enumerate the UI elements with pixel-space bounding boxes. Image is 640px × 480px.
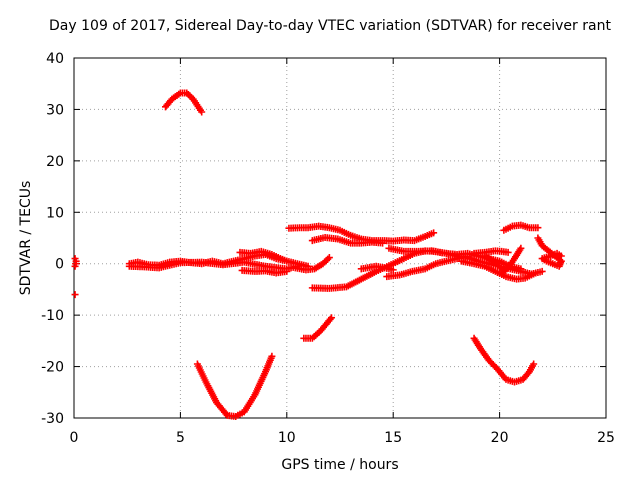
- data-point: [325, 254, 333, 262]
- series-s7: [238, 266, 291, 277]
- series-s6: [236, 247, 291, 265]
- y-tick-label: 40: [46, 51, 64, 67]
- y-axis-label: SDTVAR / TECUs: [18, 180, 34, 296]
- series-s8: [291, 254, 333, 274]
- data-point: [538, 267, 546, 275]
- x-tick-label: 25: [597, 430, 615, 446]
- data-point: [71, 291, 79, 299]
- plot-area-border: [73, 57, 607, 419]
- series-s19: [470, 247, 512, 257]
- tick-labels: 0 5 10 15 20 25 -30 -20 -10 0 10 20 30 40: [41, 51, 615, 446]
- series-s23: [470, 334, 538, 386]
- data-point: [379, 239, 387, 247]
- data-point: [198, 108, 206, 116]
- data-point: [389, 266, 397, 274]
- series-s12: [308, 233, 387, 247]
- data-point: [283, 257, 291, 265]
- series-s2: [71, 291, 79, 299]
- series-s15: [383, 253, 472, 281]
- x-axis-label: GPS time / hours: [281, 457, 399, 473]
- data-point: [283, 267, 291, 275]
- axis-ticks: [73, 57, 607, 419]
- x-tick-label: 5: [176, 430, 185, 446]
- y-tick-label: -10: [41, 308, 64, 324]
- y-tick-label: -30: [41, 411, 64, 427]
- series-s21: [500, 221, 542, 234]
- x-tick-label: 20: [491, 430, 509, 446]
- data-point: [430, 229, 438, 237]
- y-tick-label: 10: [46, 205, 64, 221]
- y-tick-label: 0: [55, 257, 64, 273]
- series-s3: [162, 89, 206, 116]
- x-tick-label: 10: [278, 430, 296, 446]
- data-point: [530, 360, 538, 368]
- series-s1: [71, 255, 80, 270]
- chart-title: Day 109 of 2017, Sidereal Day-to-day VTE…: [49, 18, 611, 34]
- series-s20: [481, 244, 525, 275]
- y-tick-label: 20: [46, 154, 64, 170]
- data-point: [268, 352, 276, 360]
- data-point: [557, 252, 565, 260]
- series-s18: [457, 257, 538, 283]
- series-s10: [300, 314, 335, 342]
- data-point: [72, 260, 80, 268]
- data-point: [517, 244, 525, 252]
- y-tick-label: -20: [41, 360, 64, 376]
- y-tick-label: 30: [46, 102, 64, 118]
- series-s22: [534, 234, 565, 270]
- data-point: [327, 314, 335, 322]
- data-marks: [71, 89, 565, 420]
- data-point: [530, 270, 538, 278]
- data-point: [504, 248, 512, 256]
- plot-frame: [73, 57, 607, 419]
- x-tick-label: 0: [70, 430, 79, 446]
- series-s16: [357, 262, 397, 274]
- data-point: [534, 224, 542, 232]
- x-tick-label: 15: [384, 430, 402, 446]
- series-s9: [193, 352, 276, 420]
